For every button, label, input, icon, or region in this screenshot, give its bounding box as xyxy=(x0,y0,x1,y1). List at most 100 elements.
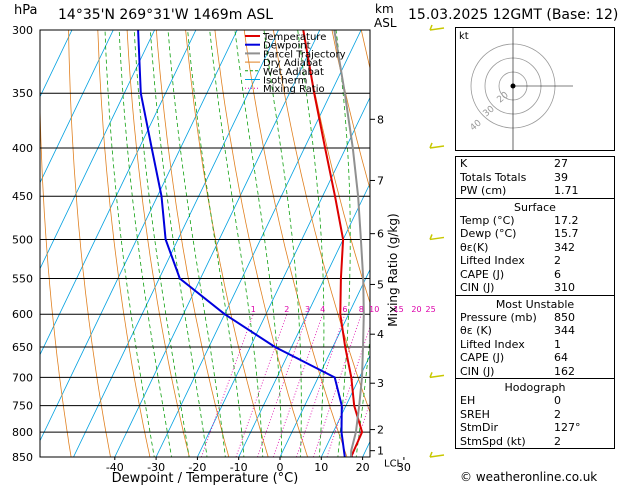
pressure-tick-label: 700 xyxy=(12,371,33,384)
km-tick-label: 8 xyxy=(377,113,384,126)
wind-barb-flag xyxy=(429,24,433,31)
isotherm-line xyxy=(238,182,370,457)
stat-row-pressure: Pressure (mb) 850 xyxy=(460,310,575,324)
mixing-ratio-label: 1 xyxy=(251,305,256,314)
stat-row-sreh: SREH 2 xyxy=(460,407,561,421)
mixing-ratio-label: 4 xyxy=(320,305,325,314)
wind-barb xyxy=(429,234,445,241)
hodograph-section: Hodograph EH 0 SREH 2 StmDir 127° StmSpd (k… xyxy=(455,379,615,449)
wind-barb-flag xyxy=(429,451,433,458)
wind-barb-staff xyxy=(429,374,445,379)
wet-adiabat-line xyxy=(234,30,283,457)
mixing-ratio-line xyxy=(313,314,362,457)
copyright-notice: © weatheronline.co.uk xyxy=(460,470,598,484)
legend-entry: Wet Adiabat xyxy=(263,67,324,78)
series-dewpoint xyxy=(137,30,346,457)
isotherm-line xyxy=(73,30,279,457)
station-location: 14°35'N 269°31'W 1469m ASL xyxy=(58,7,274,23)
dry-adiabat-line xyxy=(185,30,269,457)
stat-row-mu-lifted: Lifted Index 1 xyxy=(460,337,561,351)
mixing-ratio-line xyxy=(326,325,370,457)
wind-barb-staff xyxy=(429,236,445,241)
km-unit-label: km xyxy=(375,2,394,16)
stat-row-mu-thetae: θε (K) 344 xyxy=(460,324,575,337)
isotherm-line xyxy=(320,354,370,457)
pressure-tick-label: 550 xyxy=(12,273,33,286)
km-tick-label: 5 xyxy=(377,278,384,291)
wind-barb xyxy=(429,142,445,149)
x-axis-title: Dewpoint / Temperature (°C) xyxy=(112,471,299,486)
legend-entry: Dry Adiabat xyxy=(263,58,322,69)
stat-row-pw: PW (cm) 1.71 xyxy=(460,184,579,197)
mixing-ratio-line xyxy=(200,314,254,457)
lcl-label: LCL xyxy=(384,459,403,470)
dry-adiabat-line xyxy=(68,30,111,457)
mixing-ratio-label: 8 xyxy=(359,305,364,314)
wet-adiabat-line xyxy=(297,30,325,457)
hodograph-unit-label: kt xyxy=(459,31,469,42)
wet-adiabat-line xyxy=(150,30,208,457)
mixing-ratio-label: 10 xyxy=(369,305,379,314)
stat-row-stmdir: StmDir 127° xyxy=(460,421,581,434)
wet-adiabat-line xyxy=(133,30,190,457)
wet-adiabat-line xyxy=(209,30,264,457)
hodograph-storm-marker xyxy=(510,83,516,89)
stat-row-mu-cin: CIN (J) 162 xyxy=(460,364,575,378)
pressure-tick-label: 650 xyxy=(12,341,33,354)
stat-row-dewp: Dewp (°C) 15.7 xyxy=(460,227,579,240)
pressure-tick-label: 450 xyxy=(12,190,33,203)
stat-row-lifted: Lifted Index 2 xyxy=(460,254,561,267)
km-tick-label: 6 xyxy=(377,228,384,241)
dry-adiabat-line xyxy=(40,87,72,457)
wind-barb-flag xyxy=(429,234,433,240)
pressure-tick-label: 600 xyxy=(12,308,33,321)
wind-barb-staff xyxy=(429,27,445,31)
pressure-tick-label: 400 xyxy=(12,142,33,155)
wind-barb xyxy=(429,451,445,458)
pressure-tick-label: 500 xyxy=(12,233,33,246)
pressure-tick-label: 850 xyxy=(12,451,33,464)
stat-row-eh: EH 0 xyxy=(460,394,561,407)
mixing-ratio-axis-title: Mixing Ratio (g/kg) xyxy=(386,213,400,326)
km-tick-label: 4 xyxy=(377,328,384,341)
wind-barb xyxy=(429,24,445,31)
stat-row-stmspd: StmSpd (kt) 2 xyxy=(460,434,561,448)
wind-barb-flag xyxy=(429,142,433,149)
mixing-ratio-label: 15 xyxy=(394,305,404,314)
isotherm-line xyxy=(197,96,370,457)
wind-barb xyxy=(429,372,445,379)
hodograph-title: Hodograph xyxy=(504,381,566,394)
dry-adiabat-line xyxy=(97,30,151,457)
asl-unit-label: ASL xyxy=(374,16,397,30)
temp-tick-label: -10 xyxy=(230,461,248,474)
indices-section: K 27 Totals Totals 39 PW (cm) 1.71 xyxy=(455,156,615,199)
wind-barb-staff xyxy=(429,145,445,149)
wet-adiabat-line xyxy=(104,30,155,457)
stat-row-temp: Temp (°C) 17.2 xyxy=(460,213,579,227)
km-tick-label: 7 xyxy=(377,174,384,187)
isotherm-line xyxy=(40,30,155,270)
isotherm-line xyxy=(40,30,197,356)
hpa-unit-label: hPa xyxy=(14,3,38,18)
temp-tick-label: -40 xyxy=(106,461,124,474)
dry-adiabat-line xyxy=(273,30,370,414)
wet-adiabat-line xyxy=(167,30,226,457)
mixing-ratio-line xyxy=(352,401,370,457)
legend-entry: Dewpoint xyxy=(263,41,311,52)
wet-adiabat-line xyxy=(118,30,172,457)
dry-adiabat-line xyxy=(214,30,308,457)
series-temperature xyxy=(302,30,364,457)
temp-tick-label: -30 xyxy=(147,461,165,474)
dry-adiabat-line xyxy=(156,30,230,457)
mixing-ratio-label: 2 xyxy=(284,305,289,314)
stat-row-k: K 27 xyxy=(460,157,568,170)
dry-adiabat-line xyxy=(331,30,370,191)
stat-row-cin: CIN (J) 310 xyxy=(460,281,575,294)
legend-entry: Temperature xyxy=(262,32,326,43)
most-unstable-section: Most Unstable Pressure (mb) 850 θε (K) 344… xyxy=(455,295,615,379)
surface-title: Surface xyxy=(514,200,556,214)
legend-entry: Mixing Ratio xyxy=(263,84,325,95)
pressure-tick-label: 350 xyxy=(12,87,33,100)
